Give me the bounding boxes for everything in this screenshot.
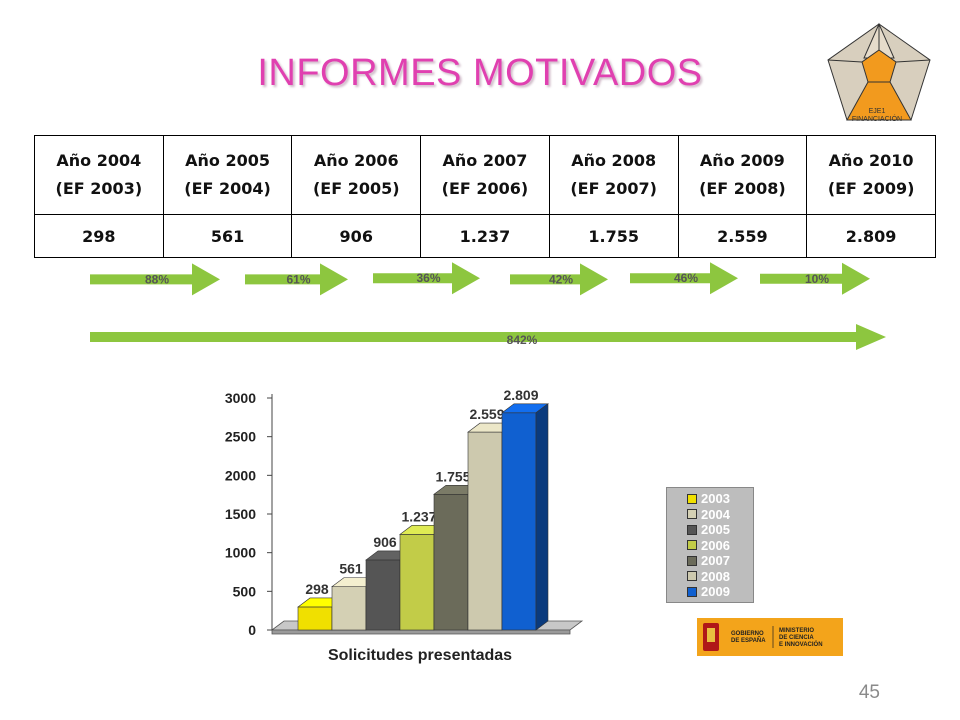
legend-swatch bbox=[687, 586, 697, 597]
bar bbox=[297, 606, 333, 631]
table-row: 298 561 906 1.237 1.755 2.559 2.809 bbox=[34, 214, 936, 258]
y-tick-label: 2000 bbox=[225, 467, 256, 483]
y-tick-label: 0 bbox=[248, 622, 256, 638]
table-header-cell: Año 2009 (EF 2008) bbox=[677, 135, 808, 215]
growth-arrow bbox=[510, 263, 608, 296]
growth-label: 42% bbox=[549, 272, 573, 286]
legend-label: 2008 bbox=[701, 568, 730, 584]
footer-logo-text: GOBIERNO bbox=[731, 631, 764, 637]
growth-arrow bbox=[760, 262, 870, 295]
logo-caption-line: EJE1 bbox=[868, 108, 886, 115]
chart-legend: 2003 2004 2005 2006 2007 2008 2009 bbox=[666, 487, 754, 603]
table-cell: 1.237 bbox=[420, 214, 550, 258]
footer-logo-text: E INNOVACIÓN bbox=[779, 640, 823, 648]
legend-item: 2005 bbox=[687, 522, 753, 538]
table-cell: 2.809 bbox=[806, 214, 936, 258]
y-tick-label: 2500 bbox=[225, 429, 256, 445]
legend-item: 2004 bbox=[687, 507, 753, 523]
table-header-cell: Año 2007 (EF 2006) bbox=[420, 135, 550, 215]
legend-swatch bbox=[687, 555, 697, 566]
legend-label: 2007 bbox=[701, 553, 730, 569]
table-header-cell: Año 2010 (EF 2009) bbox=[806, 135, 936, 215]
data-label: 1.755 bbox=[435, 468, 470, 484]
growth-label: 10% bbox=[805, 272, 829, 286]
legend-item: 2008 bbox=[687, 569, 753, 585]
legend-swatch bbox=[687, 524, 697, 535]
bar-side bbox=[535, 403, 549, 631]
data-label: 561 bbox=[339, 561, 363, 577]
growth-label: 61% bbox=[286, 272, 310, 286]
legend-label: 2009 bbox=[701, 584, 730, 600]
table-header-cell: Año 2005 (EF 2004) bbox=[162, 135, 293, 215]
legend-item: 2009 bbox=[687, 584, 753, 600]
legend-swatch bbox=[687, 540, 697, 551]
legend-swatch bbox=[687, 493, 697, 504]
data-label: 2.559 bbox=[469, 406, 504, 422]
y-tick-label: 1500 bbox=[225, 506, 256, 522]
y-tick-label: 1000 bbox=[225, 545, 256, 561]
legend-label: 2003 bbox=[701, 491, 730, 507]
total-growth-label: 842% bbox=[507, 333, 538, 347]
data-label: 298 bbox=[305, 581, 329, 597]
table-cell: 561 bbox=[162, 214, 293, 258]
legend-label: 2006 bbox=[701, 537, 730, 553]
table-cell: 906 bbox=[291, 214, 422, 258]
growth-arrows: 88% 61% 36% 42% 46% 10% 842% bbox=[90, 262, 886, 350]
growth-label: 46% bbox=[674, 271, 698, 285]
solicitudes-table: Año 2004 (EF 2003) Año 2005 (EF 2004) Año … bbox=[34, 135, 936, 258]
legend-item: 2007 bbox=[687, 553, 753, 569]
table-header-cell: Año 2008 (EF 2007) bbox=[548, 135, 679, 215]
table-cell: 2.559 bbox=[677, 214, 808, 258]
table-header-row: Año 2004 (EF 2003) Año 2005 (EF 2004) Año … bbox=[34, 135, 936, 215]
page-number: 45 bbox=[858, 682, 880, 703]
bar bbox=[467, 431, 503, 631]
footer-logo-text: DE ESPAÑA bbox=[731, 637, 766, 644]
bar bbox=[501, 412, 537, 631]
legend-label: 2004 bbox=[701, 506, 730, 522]
data-label: 2.809 bbox=[503, 387, 538, 403]
bar bbox=[331, 586, 367, 631]
logo-caption-line: FINANCIACIÓN bbox=[851, 116, 903, 123]
growth-label: 36% bbox=[416, 271, 440, 285]
logo-caption: EJE1 FINANCIACIÓN bbox=[834, 108, 920, 124]
chart-floor-edge bbox=[271, 629, 571, 635]
bar bbox=[433, 493, 469, 631]
table-cell: 1.755 bbox=[548, 214, 679, 258]
legend-label: 2005 bbox=[701, 522, 730, 538]
growth-arrow bbox=[630, 262, 738, 295]
x-axis-label: Solicitudes presentadas bbox=[328, 647, 512, 664]
legend-item: 2003 bbox=[687, 491, 753, 507]
data-label: 1.237 bbox=[401, 508, 436, 524]
table-header-cell: Año 2004 (EF 2003) bbox=[34, 135, 164, 215]
y-tick-label: 3000 bbox=[225, 390, 256, 406]
table-cell: 298 bbox=[34, 214, 164, 258]
pentagon-logo-icon bbox=[827, 22, 931, 121]
page-title: INFORMES MOTIVADOS bbox=[257, 52, 703, 94]
data-label: 906 bbox=[373, 534, 397, 550]
legend-item: 2006 bbox=[687, 538, 753, 554]
bar bbox=[365, 559, 401, 631]
footer-logo-text: MINISTERIO bbox=[779, 628, 814, 634]
growth-arrow bbox=[90, 263, 220, 296]
table-header-cell: Año 2006 (EF 2005) bbox=[291, 135, 422, 215]
y-tick-label: 500 bbox=[233, 583, 257, 599]
legend-swatch bbox=[687, 509, 697, 520]
growth-label: 88% bbox=[145, 272, 169, 286]
bar bbox=[399, 534, 435, 631]
legend-swatch bbox=[687, 571, 697, 582]
growth-arrow bbox=[373, 262, 480, 295]
government-logo: GOBIERNO DE ESPAÑA MINISTERIO DE CIENCIA… bbox=[697, 618, 843, 656]
total-growth-arrow bbox=[90, 324, 886, 350]
footer-logo-text: DE CIENCIA bbox=[779, 635, 814, 641]
growth-arrow bbox=[245, 263, 348, 296]
